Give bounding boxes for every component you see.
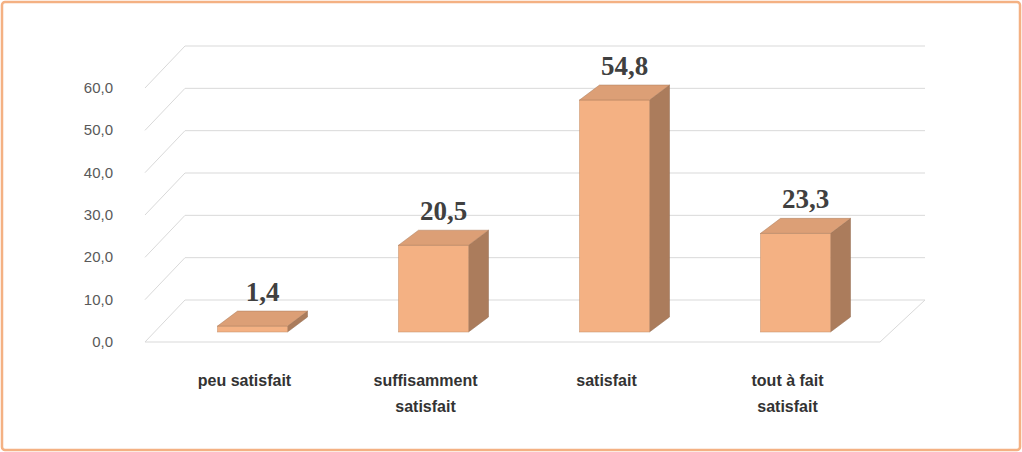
chart-frame [2, 2, 1020, 450]
bar-side [650, 85, 670, 332]
x-tick-label-line: satisfait [395, 398, 456, 415]
x-tick-label: tout à fait satisfait [752, 372, 825, 415]
y-tick-label: 10,0 [84, 291, 113, 308]
chart-container: 0,0 10,0 20,0 30,0 40,0 50,0 60,0 1,4 20,5 54,8 23… [0, 0, 1022, 452]
x-tick-label-line: peu satisfait [198, 372, 292, 389]
y-tick-label: 40,0 [84, 164, 113, 181]
bar-3d [218, 311, 308, 332]
grid-line [145, 46, 925, 88]
grid-line [145, 88, 925, 130]
bar [399, 245, 469, 332]
y-tick-label: 50,0 [84, 121, 113, 138]
bar [761, 233, 831, 332]
data-label: 20,5 [420, 196, 467, 226]
grid-line [145, 131, 925, 173]
x-tick-label-line: tout à fait [752, 372, 825, 389]
bar-top [399, 230, 489, 245]
y-tick-label: 60,0 [84, 79, 113, 96]
bar-top [580, 85, 670, 100]
bar-side [831, 218, 851, 332]
y-tick-label: 30,0 [84, 206, 113, 223]
data-labels: 1,4 20,5 54,8 23,3 [246, 51, 830, 307]
data-label: 23,3 [782, 184, 829, 214]
grid [145, 46, 925, 342]
bar-3d [761, 218, 851, 332]
y-tick-label: 0,0 [92, 333, 113, 350]
x-tick-label: satisfait [576, 372, 637, 389]
grid-line [145, 173, 925, 215]
data-label: 1,4 [246, 277, 280, 307]
x-tick-label-line: satisfait [757, 398, 818, 415]
bar-top [761, 218, 851, 233]
x-tick-label: peu satisfait [198, 372, 292, 389]
x-tick-label: suffisamment satisfait [373, 372, 478, 415]
bar-side [469, 230, 489, 332]
x-tick-label-line: satisfait [576, 372, 637, 389]
x-tick-label-line: suffisamment [373, 372, 478, 389]
bar-top [218, 311, 308, 326]
bar [580, 100, 650, 332]
bar-3d [399, 230, 489, 332]
bar [218, 326, 288, 332]
data-label: 54,8 [601, 51, 648, 81]
bar-3d [580, 85, 670, 332]
chart-svg: 0,0 10,0 20,0 30,0 40,0 50,0 60,0 1,4 20,5 54,8 23… [0, 0, 1022, 452]
y-tick-label: 20,0 [84, 248, 113, 265]
bars [218, 85, 851, 332]
